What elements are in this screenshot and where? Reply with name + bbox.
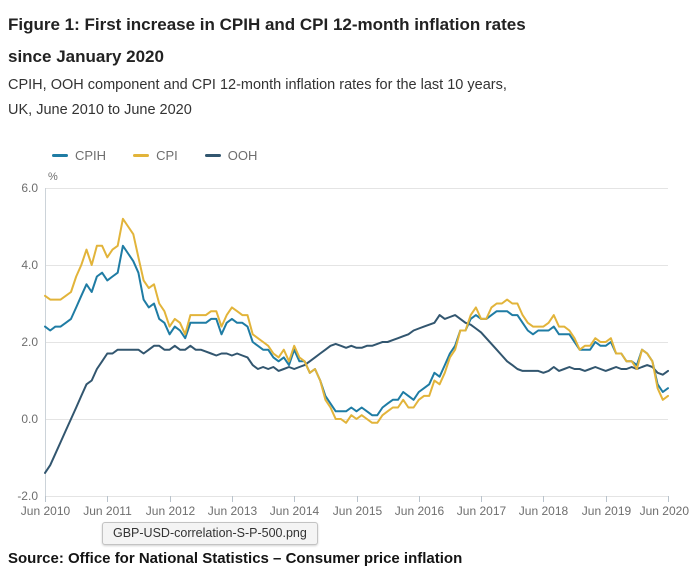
legend-swatch-ooh (204, 154, 221, 157)
x-axis-tick-label: Jun 2010 (21, 504, 71, 518)
x-axis-tick-label: Jun 2014 (270, 504, 320, 518)
legend-label-ooh: OOH (227, 148, 258, 163)
filename-tooltip: GBP-USD-correlation-S-P-500.png (102, 522, 318, 545)
legend-item-ooh: OOH (204, 148, 258, 163)
x-axis-tick-label: Jun 2016 (395, 504, 445, 518)
legend-label-cpih: CPIH (75, 148, 107, 163)
series-line-cpi (44, 217, 669, 424)
chart-legend: CPIH CPI OOH (52, 148, 257, 163)
y-axis-tick-label: 0.0 (21, 412, 38, 426)
inflation-line-chart[interactable]: 6.0 4.0 2.0 0.0 -2.0% Jun 2010 Jun 2011 Jun 201… (0, 168, 690, 520)
x-axis-tick-label: Jun 2012 (146, 504, 196, 518)
y-axis-unit-label: % (48, 171, 58, 183)
y-axis-tick-label: 2.0 (21, 335, 38, 349)
y-axis-tick-label: 4.0 (21, 258, 38, 272)
legend-swatch-cpih (52, 154, 68, 157)
chart-area[interactable]: 6.0 4.0 2.0 0.0 -2.0% Jun 2010 Jun 2011 Jun 201… (0, 168, 690, 520)
x-axis-tick-label: Jun 2017 (457, 504, 507, 518)
legend-swatch-cpi (133, 154, 150, 157)
x-axis-tick-label: Jun 2020 (640, 504, 690, 518)
source-line: Source: Office for National Statistics –… (8, 550, 463, 567)
legend-label-cpi: CPI (156, 148, 178, 163)
x-axis-tick-label: Jun 2018 (519, 504, 569, 518)
series-line-cpih (44, 244, 669, 417)
legend-item-cpi: CPI (133, 148, 178, 163)
figure-title: Figure 1: First increase in CPIH and CPI… (8, 9, 648, 73)
figure-subtitle-line2: UK, June 2010 to June 2020 (8, 102, 192, 118)
series-line-ooh (44, 314, 669, 474)
x-axis-tick-label: Jun 2019 (582, 504, 632, 518)
x-axis-tick-label: Jun 2011 (83, 504, 132, 518)
y-axis-tick-label: -2.0 (17, 489, 38, 503)
legend-item-cpih: CPIH (52, 148, 106, 163)
figure-title-line1: Figure 1: First increase in CPIH and CPI… (8, 15, 526, 34)
x-axis-tick-label: Jun 2015 (333, 504, 383, 518)
figure-title-line2: since January 2020 (8, 47, 164, 66)
y-axis-tick-label: 6.0 (21, 181, 38, 195)
figure-subtitle: CPIH, OOH component and CPI 12-month inf… (8, 73, 648, 123)
figure-subtitle-line1: CPIH, OOH component and CPI 12-month inf… (8, 77, 507, 93)
x-axis-tick-label: Jun 2013 (208, 504, 258, 518)
